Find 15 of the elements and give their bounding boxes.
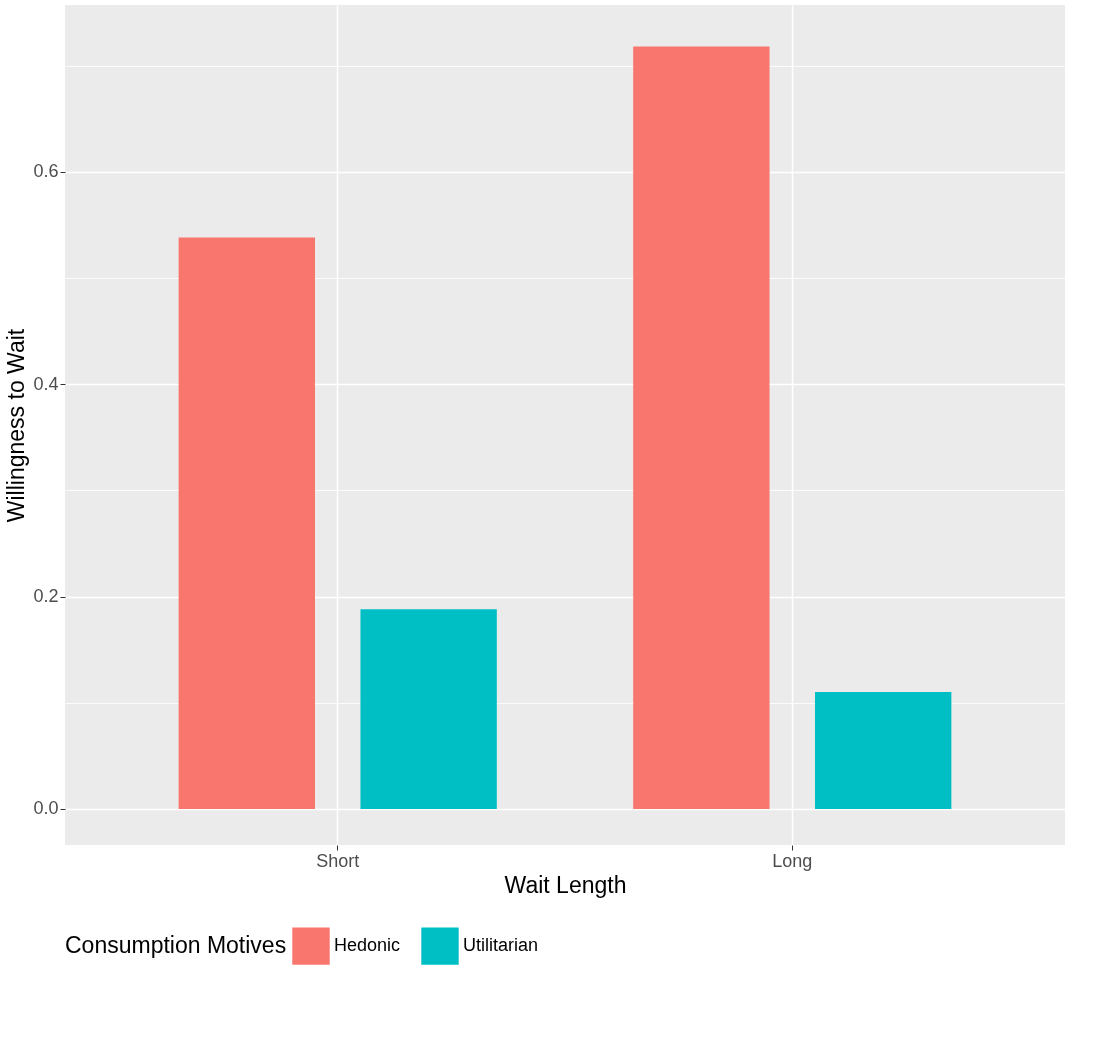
bar (178, 237, 315, 809)
x-tick-label: Long (772, 850, 813, 871)
bar (633, 46, 770, 809)
y-tick-label: 0.4 (33, 373, 59, 394)
x-axis-title: Wait Length (504, 871, 627, 898)
x-tick-label: Short (316, 850, 360, 871)
bar (815, 692, 952, 809)
legend-label: Hedonic (334, 935, 401, 956)
y-tick-label: 0.6 (33, 161, 59, 182)
y-tick-label: 0.2 (33, 586, 59, 606)
legend-title: Consumption Motives (65, 932, 287, 958)
y-axis-title: Willingness to Wait (3, 328, 30, 523)
bar (360, 609, 497, 809)
y-tick-label: 0.0 (33, 798, 59, 819)
legend-label: Utilitarian (463, 935, 539, 956)
